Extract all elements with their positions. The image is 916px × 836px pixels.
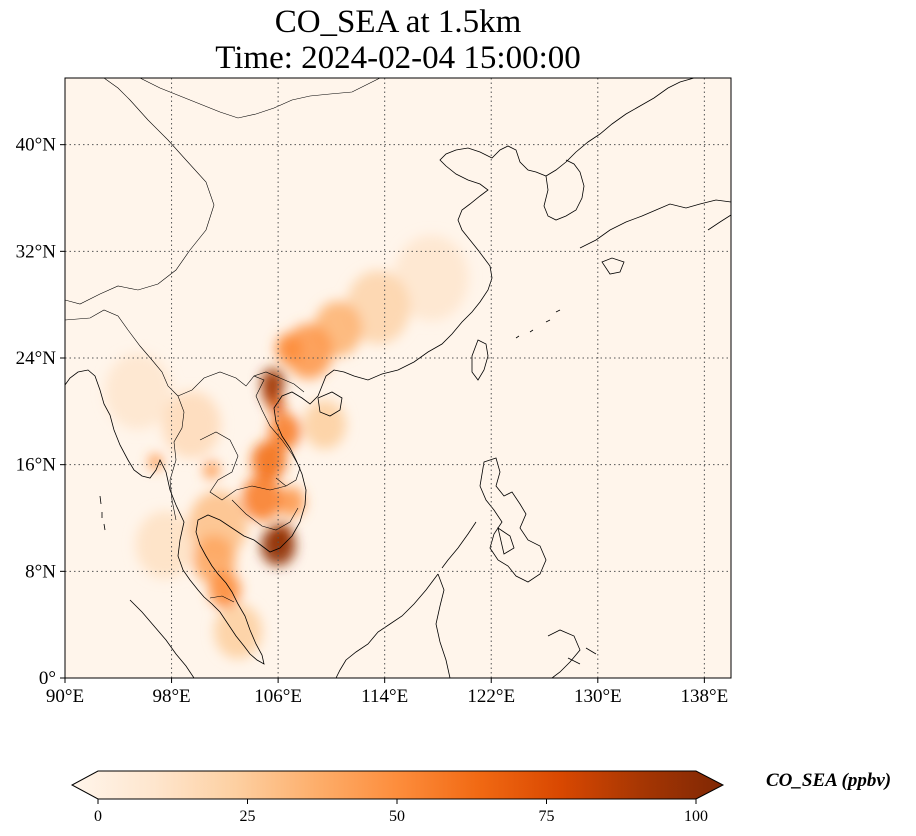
border-malaysia-thailand xyxy=(209,595,235,603)
colorbar-ticks: 0 25 50 75 100 xyxy=(94,799,708,825)
concentration-plume xyxy=(104,353,172,430)
lat-tick-label: 0° xyxy=(39,668,56,689)
map-background xyxy=(65,78,731,678)
concentration-plume xyxy=(208,571,241,609)
map-title: CO_SEA at 1.5km xyxy=(274,4,522,40)
colorbar-tick-label: 0 xyxy=(94,808,102,825)
concentration-plume xyxy=(135,510,195,579)
border-china-north xyxy=(65,78,215,305)
lat-tick-label: 32°N xyxy=(16,241,57,262)
map-subtitle-time: Time: 2024-02-04 15:00:00 xyxy=(215,40,581,76)
colorbar-scale xyxy=(70,770,725,800)
colorbar: 0 25 50 75 100 xyxy=(70,770,725,825)
coastline-japan xyxy=(579,199,731,275)
border-cambodia-vietnam xyxy=(231,499,299,531)
concentration-plume xyxy=(203,460,220,480)
colorbar-tick-label: 100 xyxy=(684,808,708,825)
lon-tick-label: 114°E xyxy=(361,686,408,707)
concentration-plume xyxy=(148,454,163,470)
coastline-hainan xyxy=(317,391,343,417)
concentration-plume xyxy=(260,368,285,396)
lat-tick-label: 16°N xyxy=(16,455,57,476)
lon-tick-label: 106°E xyxy=(254,686,302,707)
map-area: 90°E 98°E 106°E 114°E 122°E 130°E 138°E 0° 8°N 16… xyxy=(16,77,732,707)
concentration-plume xyxy=(394,235,469,321)
coastline-sumatra xyxy=(129,599,195,678)
coastline-sulawesi xyxy=(547,629,597,678)
concentration-plume xyxy=(192,534,236,584)
concentration-plume xyxy=(346,270,410,345)
border-vietnam-china xyxy=(253,371,305,393)
concentration-plume xyxy=(268,412,301,450)
map-frame xyxy=(64,77,732,679)
concentration-plume xyxy=(214,603,263,659)
coastline-palawan xyxy=(441,521,477,569)
colorbar-tick-label: 50 xyxy=(389,808,405,825)
concentration-plume xyxy=(162,390,221,459)
gridlines xyxy=(65,78,731,678)
concentration-plume xyxy=(242,475,283,521)
coastline-andaman xyxy=(99,495,106,531)
colorbar-tick-label: 25 xyxy=(240,808,256,825)
coastlines xyxy=(65,78,731,678)
coastline-mainland xyxy=(65,78,695,665)
axis-ticks: 90°E 98°E 106°E 114°E 122°E 130°E 138°E 0° 8°N 16… xyxy=(16,135,729,707)
border-thailand-cambodia xyxy=(199,431,287,501)
coastline-borneo xyxy=(335,573,451,678)
border-mongolia xyxy=(139,78,381,119)
concentration-plume xyxy=(278,486,305,518)
concentration-plume xyxy=(275,333,303,364)
coastline-taiwan xyxy=(471,339,489,381)
coastline-philippines xyxy=(479,457,547,583)
lon-tick-label: 90°E xyxy=(46,686,84,707)
border-laos xyxy=(177,371,301,487)
coastline-ryukyu xyxy=(515,309,561,339)
lat-tick-label: 24°N xyxy=(16,348,57,369)
lon-tick-label: 130°E xyxy=(574,686,622,707)
colorbar-tick-label: 75 xyxy=(539,808,555,825)
coastline-korea xyxy=(543,159,585,221)
lat-tick-label: 8°N xyxy=(25,561,56,582)
lon-tick-label: 98°E xyxy=(152,686,190,707)
lon-tick-label: 122°E xyxy=(467,686,515,707)
concentration-plume xyxy=(251,440,287,481)
lat-tick-label: 40°N xyxy=(16,135,57,156)
colorbar-title: CO_SEA (ppbv) xyxy=(766,770,892,791)
border-india-myanmar xyxy=(65,309,179,397)
concentration-plume xyxy=(303,400,347,450)
lon-tick-label: 138°E xyxy=(681,686,729,707)
